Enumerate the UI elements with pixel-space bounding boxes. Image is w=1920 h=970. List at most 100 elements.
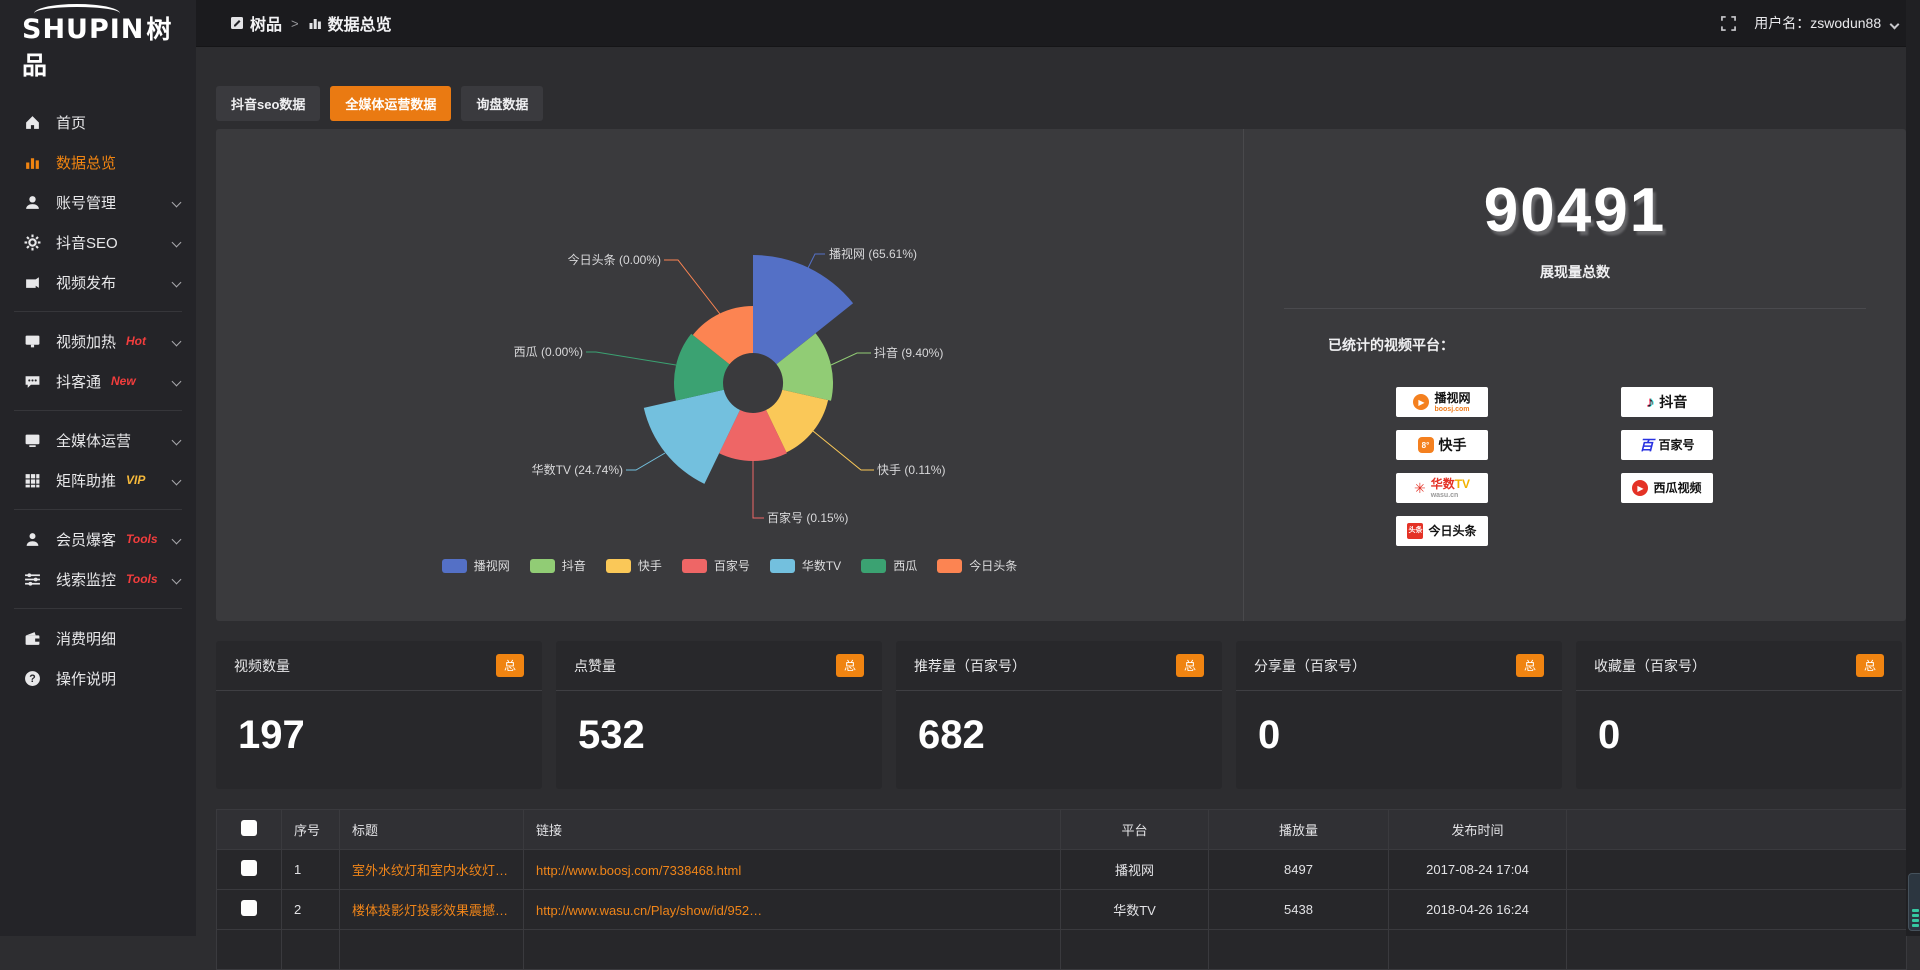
- sidebar-item-lead-monitor[interactable]: 线索监控 Tools: [0, 559, 196, 599]
- brand-logo-en: SHUPIN: [22, 14, 144, 45]
- legend-item[interactable]: 今日头条: [937, 557, 1017, 574]
- widget-line: [1912, 914, 1919, 917]
- row-checkbox[interactable]: [241, 900, 257, 916]
- sidebar-item-allmedia[interactable]: 全媒体运营: [0, 420, 196, 460]
- brand-logo[interactable]: SHUPIN树品: [0, 0, 196, 88]
- grid-icon: [24, 472, 41, 489]
- boosj-play-icon: ▶: [1413, 394, 1429, 410]
- top-bar: 树品 > 数据总览 用户名：zswodun88: [196, 0, 1920, 47]
- floating-widget[interactable]: [1908, 873, 1920, 931]
- breadcrumb-item-shupin[interactable]: 树品: [230, 11, 282, 35]
- platform-badge-kuaishou[interactable]: 8° 快手: [1396, 430, 1488, 460]
- chevron-down-icon: [172, 475, 182, 485]
- stat-card-value: 532: [556, 691, 882, 758]
- stat-card-favorites: 收藏量（百家号）总 0: [1576, 641, 1902, 789]
- rose-pie-chart[interactable]: 播视网 (65.61%) 抖音 (9.40%) 快手 (0.11%) 百家号 (…: [216, 129, 1243, 621]
- stat-card-title: 推荐量（百家号）: [914, 656, 1026, 676]
- platform-badge-toutiao[interactable]: 头条 今日头条: [1396, 516, 1488, 546]
- legend-item[interactable]: 播视网: [442, 557, 510, 574]
- video-title-link[interactable]: 楼体投影灯投影效果震撼上市: [352, 900, 511, 919]
- tab-allmedia-data[interactable]: 全媒体运营数据: [330, 86, 451, 121]
- cell-time: 2018-04-26 16:24: [1389, 890, 1567, 930]
- select-all-checkbox[interactable]: [241, 820, 257, 836]
- wasu-star-icon: ✳: [1414, 480, 1426, 497]
- memo-icon: [230, 16, 244, 30]
- sidebar-item-video-publish[interactable]: 视频发布: [0, 262, 196, 302]
- tools-badge: Tools: [126, 532, 158, 546]
- video-title-link[interactable]: 室外水纹灯和室内水纹灯的区别和简介: [352, 860, 511, 879]
- xigua-play-icon: ▶: [1632, 480, 1648, 496]
- stat-card-recommends: 推荐量（百家号）总 682: [896, 641, 1222, 789]
- total-badge[interactable]: 总: [1856, 654, 1884, 677]
- chevron-down-icon: [172, 534, 182, 544]
- callout-line: [808, 254, 825, 268]
- legend-item[interactable]: 华数TV: [770, 557, 841, 574]
- chevron-down-icon: [172, 435, 182, 445]
- legend-item[interactable]: 抖音: [530, 557, 586, 574]
- table-header-row: 序号 标题 链接 平台 播放量 发布时间: [217, 810, 1907, 850]
- douyin-note-icon: ♪: [1647, 394, 1655, 411]
- breadcrumb: 树品 > 数据总览: [230, 11, 392, 35]
- sidebar-item-video-heat[interactable]: 视频加热 Hot: [0, 321, 196, 361]
- tab-inquiry-data[interactable]: 询盘数据: [461, 86, 543, 121]
- platform-badge-baijiahao[interactable]: 百 百家号: [1621, 430, 1713, 460]
- sidebar-item-label: 视频发布: [56, 272, 116, 293]
- stat-card-title: 点赞量: [574, 656, 616, 676]
- breadcrumb-item-data-overview[interactable]: 数据总览: [308, 11, 392, 35]
- cell-plays: 8497: [1209, 850, 1389, 890]
- fullscreen-icon[interactable]: [1721, 16, 1736, 31]
- total-badge[interactable]: 总: [496, 654, 524, 677]
- sidebar-item-account[interactable]: 账号管理: [0, 182, 196, 222]
- legend-item[interactable]: 百家号: [682, 557, 750, 574]
- username-text: 用户名：zswodun88: [1754, 15, 1881, 31]
- sidebar-item-home[interactable]: 首页: [0, 102, 196, 142]
- sidebar-divider: [14, 608, 182, 609]
- breadcrumb-label: 树品: [250, 11, 282, 35]
- col-header-plays: 播放量: [1209, 810, 1389, 850]
- total-badge[interactable]: 总: [1516, 654, 1544, 677]
- video-url-link[interactable]: http://www.wasu.cn/Play/show/id/952…: [536, 903, 762, 918]
- sidebar-item-data-overview[interactable]: 数据总览: [0, 142, 196, 182]
- member-icon: [24, 531, 41, 548]
- sidebar-item-spend-detail[interactable]: 消费明细: [0, 618, 196, 658]
- total-badge[interactable]: 总: [836, 654, 864, 677]
- legend-swatch: [861, 559, 886, 573]
- svg-text:?: ?: [29, 673, 35, 685]
- chevron-down-icon: [172, 277, 182, 287]
- total-badge[interactable]: 总: [1176, 654, 1204, 677]
- sidebar-item-matrix-boost[interactable]: 矩阵助推 VIP: [0, 460, 196, 500]
- legend-swatch: [606, 559, 631, 573]
- username-menu[interactable]: 用户名：zswodun88: [1754, 13, 1898, 33]
- chevron-down-icon: [172, 336, 182, 346]
- tab-douyin-seo-data[interactable]: 抖音seo数据: [216, 86, 320, 121]
- platform-badge-douyin[interactable]: ♪ 抖音: [1621, 387, 1713, 417]
- legend-item[interactable]: 快手: [606, 557, 662, 574]
- video-url-link[interactable]: http://www.boosj.com/7338468.html: [536, 863, 741, 878]
- stat-card-value: 0: [1236, 691, 1562, 758]
- legend-label: 快手: [638, 557, 662, 574]
- platform-name: 百家号: [1658, 439, 1694, 451]
- platform-name: 抖音: [1659, 395, 1687, 409]
- monitor-icon: [24, 333, 41, 350]
- scrollbar[interactable]: [1906, 0, 1920, 936]
- bar-chart-icon: [24, 154, 41, 171]
- legend-item[interactable]: 西瓜: [861, 557, 917, 574]
- legend-swatch: [937, 559, 962, 573]
- sidebar-item-doketong[interactable]: 抖客通 New: [0, 361, 196, 401]
- platform-badge-xigua[interactable]: ▶ 西瓜视频: [1621, 473, 1713, 503]
- callout-label: 今日头条 (0.00%): [568, 252, 661, 267]
- sidebar-item-member-baoke[interactable]: 会员爆客 Tools: [0, 519, 196, 559]
- sidebar-divider: [14, 410, 182, 411]
- stat-card-value: 0: [1576, 691, 1902, 758]
- platform-name: 播视网: [1434, 392, 1470, 404]
- row-checkbox[interactable]: [241, 860, 257, 876]
- legend-label: 百家号: [714, 557, 750, 574]
- sidebar-item-douyin-seo[interactable]: 抖音SEO: [0, 222, 196, 262]
- sidebar-item-help[interactable]: ? 操作说明: [0, 658, 196, 698]
- pie-slice-washutv[interactable]: [644, 390, 740, 484]
- summary-divider: [1284, 308, 1866, 309]
- sidebar-item-label: 操作说明: [56, 668, 116, 689]
